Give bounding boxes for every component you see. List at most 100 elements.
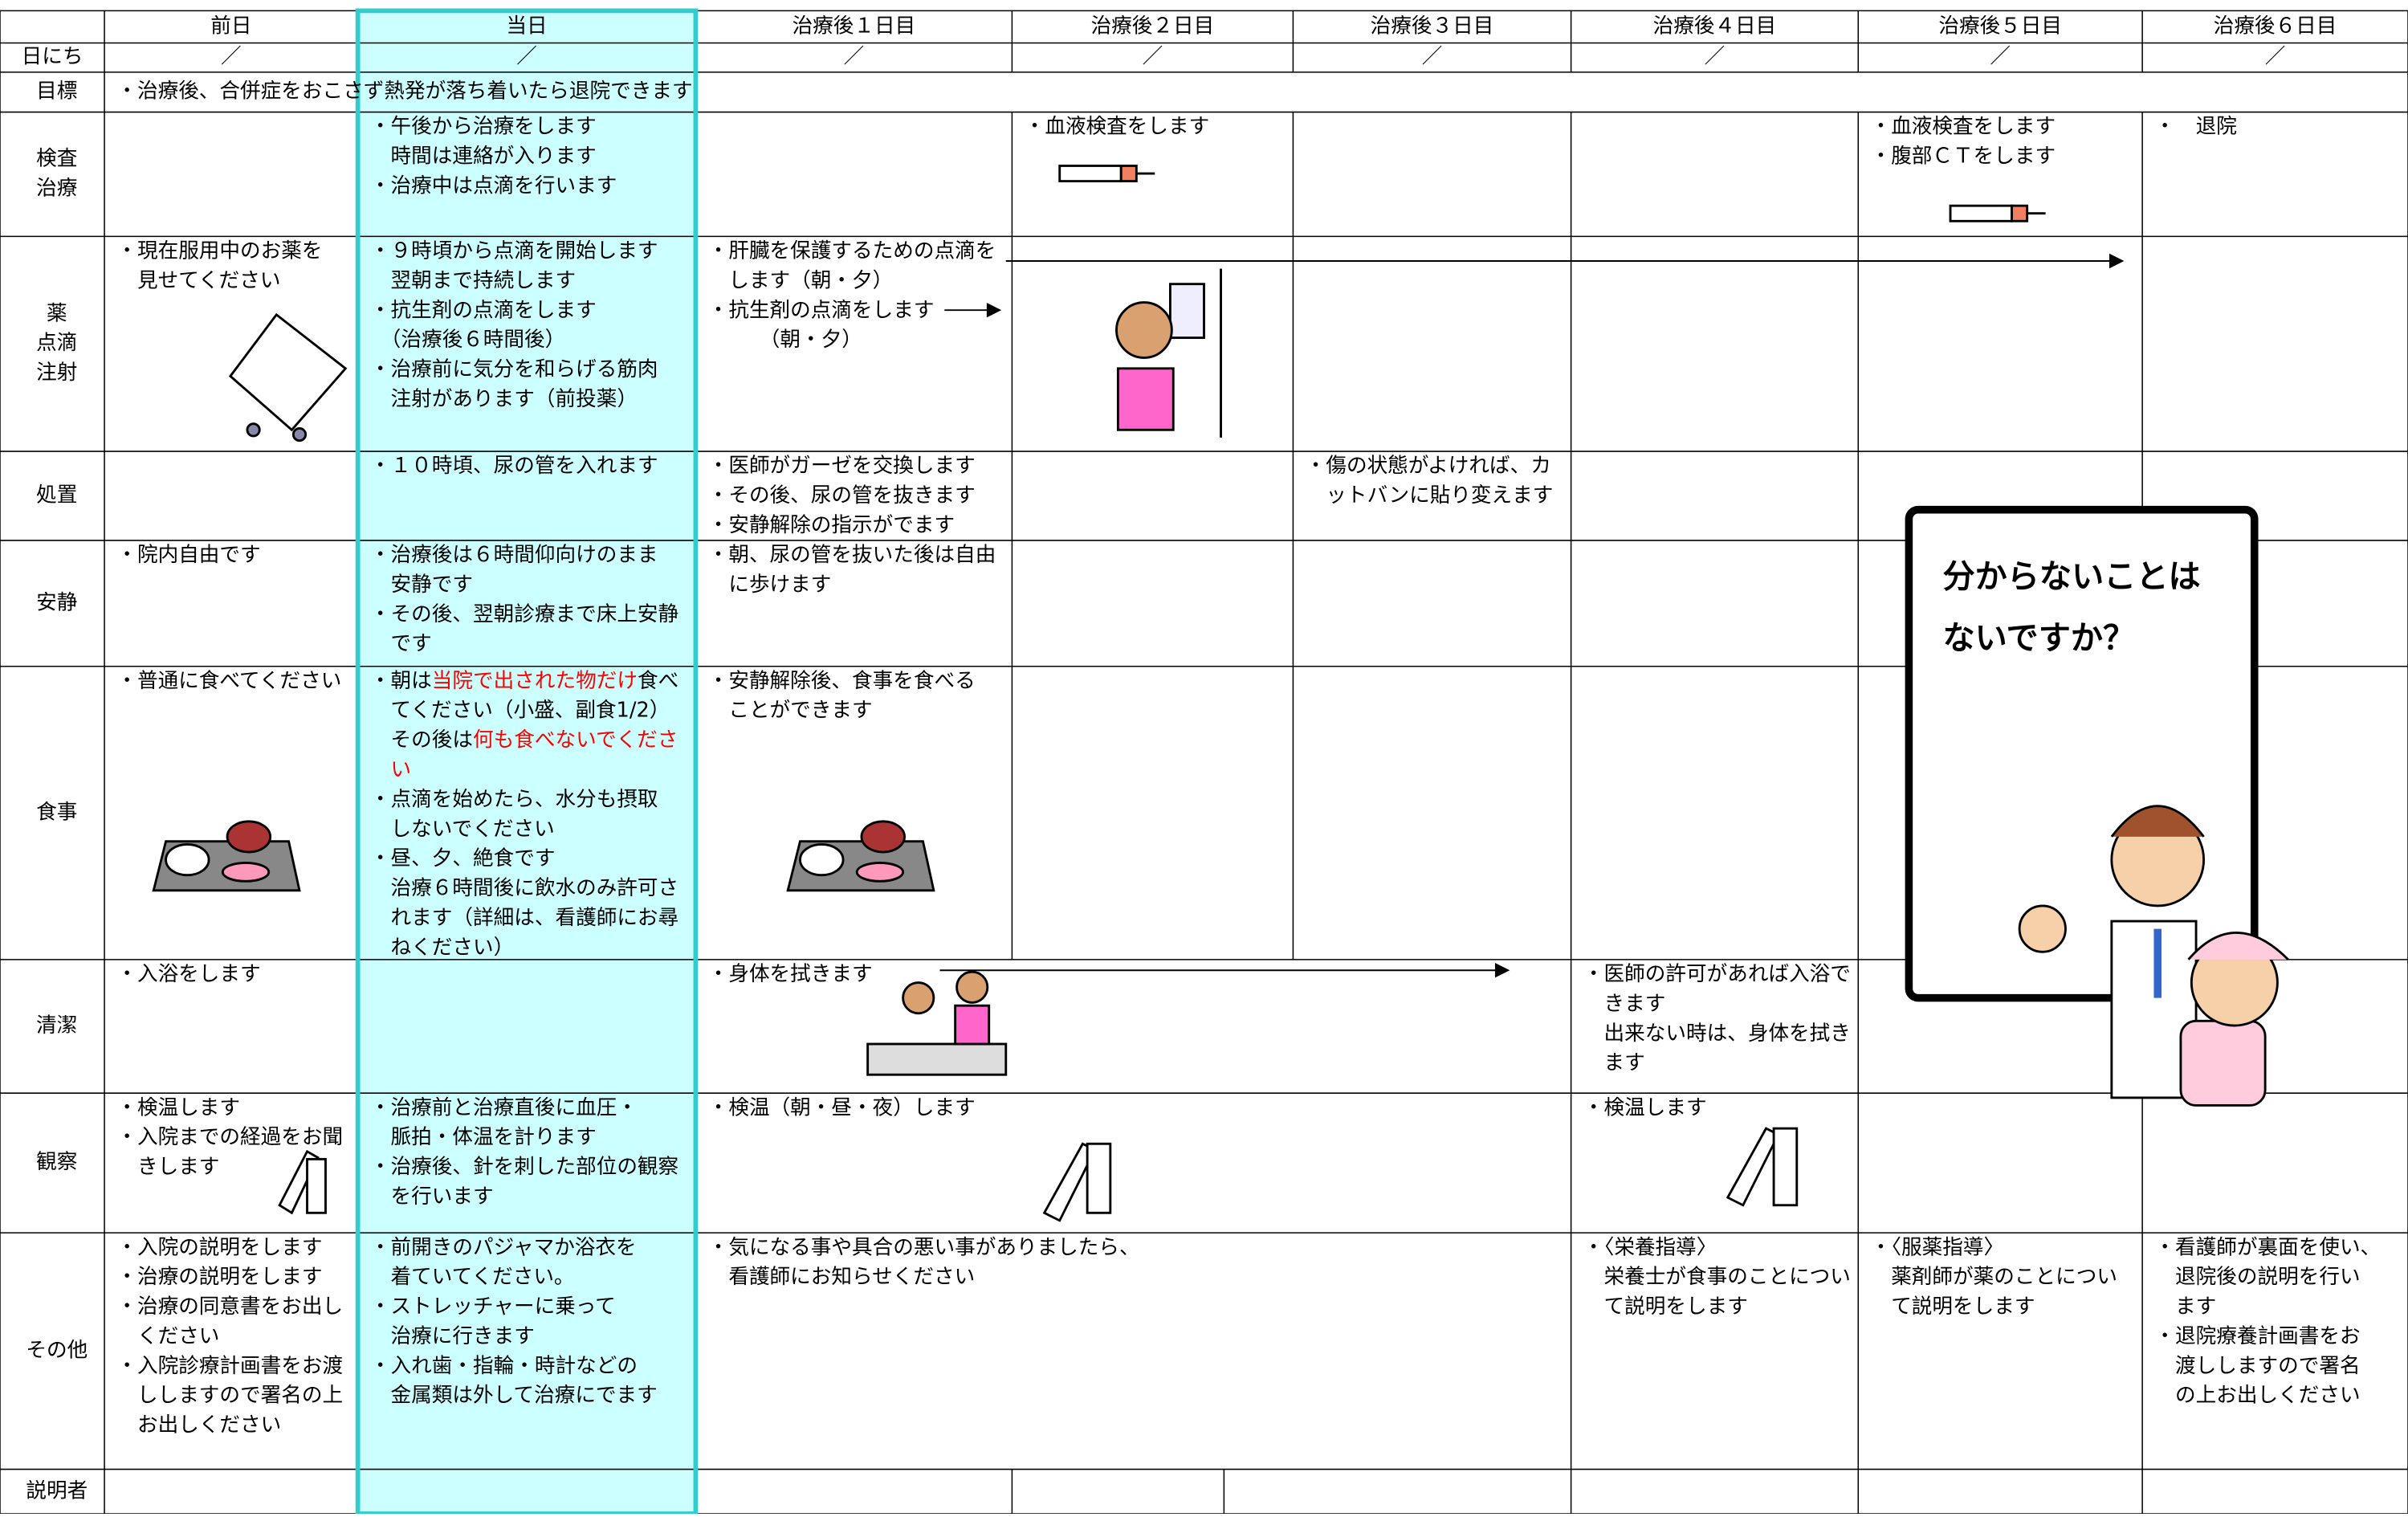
cell-text: ・現在服用中のお薬を [116, 239, 322, 263]
row-label: 注射 [36, 361, 77, 385]
cell-text-span: 当院で出された物だけ [432, 669, 638, 693]
row-label: 処置 [36, 483, 77, 508]
date-slash: ／ [1705, 45, 1726, 69]
arrows [939, 253, 2125, 978]
cell-text: 出来ない時は、身体を拭き [1583, 1022, 1851, 1046]
cell-text: しないでください [370, 817, 555, 841]
cell-text: 脈拍・体温を計ります [370, 1125, 597, 1149]
column-header: 治療後２日目 [1091, 14, 1215, 38]
cell-text: 薬剤師が薬のことについ [1871, 1265, 2117, 1289]
cell-text: ・ 退院 [2154, 115, 2236, 139]
cell-text-span: その後は [370, 728, 473, 752]
syringe [1058, 165, 1155, 183]
illustrations [152, 165, 2046, 1222]
cell-text: ・入れ歯・指輪・時計などの [370, 1354, 638, 1378]
cell-text: 退院後の説明を行い [2154, 1265, 2360, 1289]
cell-text: ・治療中は点滴を行います [370, 173, 617, 198]
cell-text: に歩けます [708, 573, 832, 597]
row-label: 治療 [36, 176, 77, 200]
cell-text: ・身体を拭きます [708, 962, 873, 986]
date-slash: ／ [2265, 45, 2286, 69]
cell-text: ・抗生剤の点滴をします [370, 298, 597, 322]
column-header: 当日 [506, 14, 547, 38]
thermometer [1726, 1127, 1799, 1207]
cell-text: て説明をします [1583, 1295, 1748, 1319]
row-label: 検査 [36, 147, 77, 171]
cell-text-span: 何も食べないでくださ [473, 728, 678, 752]
cell-text: ・前開きのパジャマか浴衣を [370, 1235, 637, 1259]
cell-text: ・傷の状態がよければ、カ [1306, 454, 1551, 478]
medicine-bag [228, 312, 348, 442]
cell-text: 栄養士が食事のことについ [1583, 1265, 1851, 1289]
syringe [1949, 204, 2046, 222]
cell-text: 着ていてください。 [370, 1265, 575, 1289]
cell-text: ・気になる事や具合の悪い事がありましたら、 [708, 1235, 1140, 1259]
cell-text: します（朝・夕） [708, 268, 894, 292]
cell-text: ・入浴をします [116, 962, 260, 986]
cell-text: 安静です [370, 573, 473, 597]
date-slash: ／ [221, 45, 242, 69]
row-label: 説明者 [26, 1478, 88, 1503]
date-slash: ／ [844, 45, 865, 69]
row-label: 点滴 [36, 331, 77, 355]
cell-text: ・ストレッチャーに乗って [370, 1295, 616, 1319]
cell-text: ・入院の説明をします [116, 1235, 322, 1259]
cell-text: ・検温します [1583, 1095, 1707, 1119]
cell-text: ・９時頃から点滴を開始します [370, 239, 658, 263]
cell-text: れます（詳細は、看護師にお尋 [370, 906, 678, 930]
cell-text: きします [116, 1155, 219, 1179]
row-label: 薬 [47, 301, 67, 325]
column-header: 治療後５日目 [1938, 14, 2062, 38]
cell-text: ください [116, 1324, 219, 1348]
cell-text: 治療６時間後に飲水のみ許可さ [370, 876, 678, 900]
food-tray [786, 820, 935, 892]
column-header: 治療後３日目 [1371, 14, 1494, 38]
row-label: 食事 [36, 800, 77, 824]
row-label: 日にち [22, 45, 84, 69]
callout-text: ないですか？ [1942, 620, 2135, 657]
cell-text-span: い [370, 758, 411, 782]
cell-text: ・安静解除の指示がでます [708, 513, 955, 537]
cell-text: ・朝は当院で出された物だけ食べ [370, 669, 678, 693]
cell-text: ・昼、夕、絶食です [370, 846, 556, 871]
cell-text: ・治療の同意書をお出し [116, 1295, 343, 1319]
cell-text: 注射があります（前投薬） [370, 387, 638, 411]
cell-text: を行います [370, 1185, 494, 1209]
cell-text: て説明をします [1871, 1295, 2035, 1319]
date-slash: ／ [516, 45, 537, 69]
cell-text: お出しください [116, 1413, 281, 1437]
row-label: 清潔 [36, 1013, 77, 1038]
today-highlight [357, 10, 696, 1515]
cell-text: ・抗生剤の点滴をします [708, 298, 935, 322]
cell-text: ・看護師が裏面を使い、 [2154, 1235, 2381, 1259]
callout: 分からないことは ないですか？ [1905, 505, 2289, 1107]
cell-text: ます [1583, 1051, 1645, 1075]
cell-text: です [370, 632, 432, 656]
bath-scene [866, 970, 1008, 1076]
cell-text: 時間は連絡が入ります [370, 145, 597, 169]
column-header: 治療後４日目 [1653, 14, 1777, 38]
thermometer [1042, 1142, 1112, 1222]
cell-text: ・点滴を始めたら、水分も摂取 [370, 787, 658, 811]
row-label: 目標 [36, 80, 77, 104]
date-slash: ／ [1143, 45, 1163, 69]
cell-text: ・血液検査をします [1871, 115, 2056, 139]
row-label: その他 [26, 1338, 88, 1362]
food-tray [152, 820, 301, 892]
callout-text: 分からないことは [1942, 559, 2200, 596]
date-slash: ／ [1422, 45, 1443, 69]
cell-text: ・その後、尿の管を抜きます [708, 483, 976, 508]
cell-text: ・検温します [116, 1095, 240, 1119]
cell-text: きます [1583, 992, 1665, 1016]
cell-text: ・腹部ＣＴをします [1871, 145, 2056, 169]
column-header: 前日 [210, 14, 251, 38]
cell-text: の上お出しください [2154, 1384, 2360, 1408]
cell-text: ・午後から治療をします [370, 115, 597, 139]
cell-text: 見せてください [116, 268, 280, 292]
cell-text: 金属類は外して治療にでます [370, 1384, 658, 1408]
cell-text: その後は何も食べないでくださ [370, 728, 678, 752]
cell-text: ・医師の許可があれば入浴で [1583, 962, 1851, 986]
cell-text: ・〈服薬指導〉 [1871, 1235, 2005, 1259]
cell-text: （治療後６時間後） [370, 328, 565, 352]
